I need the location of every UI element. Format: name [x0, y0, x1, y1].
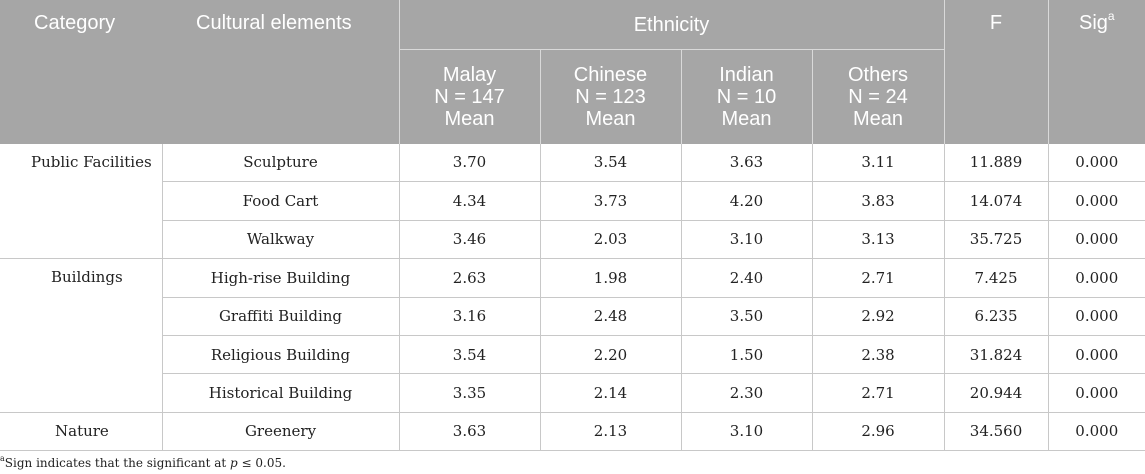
table-row: Historical Building 3.35 2.14 2.30 2.71 …: [0, 373, 1145, 413]
group-stat: Mean: [444, 107, 495, 130]
table-row: Food Cart 4.34 3.73 4.20 3.83 14.074 0.0…: [0, 181, 1145, 221]
malay-mean-cell: 3.70: [398, 143, 540, 183]
element-cell: Graffiti Building: [161, 297, 399, 336]
table-row: Public Facilities Sculpture 3.70 3.54 3.…: [0, 143, 1145, 260]
element-cell: Greenery: [161, 412, 399, 452]
footnote-superscript: a: [0, 454, 5, 463]
others-mean-cell: 2.71: [811, 373, 945, 413]
group-name: Malay: [442, 63, 497, 86]
group-n: N = 147: [434, 85, 505, 108]
sig-cell: 0.000: [1047, 373, 1145, 413]
group-name: Indian: [719, 63, 774, 86]
sig-cell: 0.000: [1047, 297, 1145, 336]
chinese-mean-cell: 3.54: [539, 143, 681, 183]
sig-cell: 0.000: [1047, 181, 1145, 221]
group-name: Chinese: [573, 63, 648, 86]
footnote-text-after: ≤ 0.05.: [237, 456, 286, 470]
malay-mean-cell: 3.54: [398, 335, 540, 375]
group-name: Others: [848, 63, 909, 86]
others-mean-cell: 2.96: [811, 412, 945, 452]
table-footnote: aSign indicates that the significant at …: [0, 454, 286, 471]
indian-mean-cell: 3.50: [680, 297, 812, 336]
indian-mean-cell: 2.40: [680, 258, 812, 298]
sig-cell: 0.000: [1047, 220, 1145, 260]
table-body: Public Facilities Sculpture 3.70 3.54 3.…: [0, 143, 1145, 452]
chinese-mean-cell: 2.03: [539, 220, 681, 260]
chinese-mean-cell: 1.98: [539, 258, 681, 298]
table-row: Walkway 3.46 2.03 3.10 3.13 35.725 0.000: [0, 220, 1145, 260]
malay-mean-cell: 3.35: [398, 373, 540, 413]
sig-cell: 0.000: [1047, 258, 1145, 298]
f-cell: 35.725: [943, 220, 1049, 260]
group-stat: Mean: [853, 107, 904, 130]
f-cell: 11.889: [943, 143, 1049, 183]
table-row: Religious Building 3.54 2.20 1.50 2.38 3…: [0, 335, 1145, 375]
others-mean-cell: 3.13: [811, 220, 945, 260]
f-cell: 14.074: [943, 181, 1049, 221]
element-cell: High-rise Building: [161, 258, 399, 298]
others-mean-cell: 3.11: [811, 143, 945, 183]
f-cell: 6.235: [943, 297, 1049, 336]
header-sig: Siga: [1047, 0, 1145, 144]
f-cell: 7.425: [943, 258, 1049, 298]
others-mean-cell: 2.38: [811, 335, 945, 375]
sig-cell: 0.000: [1047, 412, 1145, 452]
element-cell: Food Cart: [161, 181, 399, 221]
chinese-mean-cell: 2.13: [539, 412, 681, 452]
group-n: N = 10: [716, 85, 777, 108]
indian-mean-cell: 3.10: [680, 412, 812, 452]
table-row: Nature Greenery 3.63 2.13 3.10 2.96 34.5…: [0, 412, 1145, 452]
malay-mean-cell: 3.46: [398, 220, 540, 260]
element-cell: Historical Building: [161, 373, 399, 413]
header-cultural-elements: Cultural elements: [162, 0, 399, 144]
footnote-italic-p: p: [230, 456, 238, 470]
indian-mean-cell: 1.50: [680, 335, 812, 375]
sig-cell: 0.000: [1047, 143, 1145, 183]
category-buildings: Buildings: [0, 258, 162, 413]
table-row: Graffiti Building 3.16 2.48 3.50 2.92 6.…: [0, 297, 1145, 336]
others-mean-cell: 2.92: [811, 297, 945, 336]
table-row: Buildings High-rise Building 2.63 1.98 2…: [0, 258, 1145, 413]
category-public-facilities: Public Facilities: [0, 143, 162, 260]
table-header: Category Cultural elements Ethnicity F S…: [0, 0, 1145, 144]
group-stat: Mean: [585, 107, 636, 130]
footnote-text-before: Sign indicates that the significant at: [4, 456, 231, 470]
results-table: Category Cultural elements Ethnicity F S…: [0, 0, 1145, 452]
chinese-mean-cell: 2.48: [539, 297, 681, 336]
header-sig-label: Sig: [1078, 12, 1108, 34]
chinese-mean-cell: 3.73: [539, 181, 681, 221]
header-group-chinese: Chinese N = 123 Mean: [539, 49, 681, 144]
header-ethnicity: Ethnicity: [398, 0, 945, 50]
f-cell: 31.824: [943, 335, 1049, 375]
header-group-malay: Malay N = 147 Mean: [398, 49, 540, 144]
header-sig-superscript: a: [1107, 9, 1115, 24]
indian-mean-cell: 3.63: [680, 143, 812, 183]
malay-mean-cell: 2.63: [398, 258, 540, 298]
chinese-mean-cell: 2.14: [539, 373, 681, 413]
indian-mean-cell: 4.20: [680, 181, 812, 221]
group-n: N = 123: [575, 85, 646, 108]
others-mean-cell: 3.83: [811, 181, 945, 221]
indian-mean-cell: 2.30: [680, 373, 812, 413]
f-cell: 20.944: [943, 373, 1049, 413]
header-f: F: [943, 0, 1049, 144]
header-group-others: Others N = 24 Mean: [811, 49, 945, 144]
element-cell: Religious Building: [161, 335, 399, 375]
header-category: Category: [0, 0, 162, 144]
group-n: N = 24: [848, 85, 908, 108]
sig-cell: 0.000: [1047, 335, 1145, 375]
element-cell: Sculpture: [161, 143, 399, 183]
group-stat: Mean: [721, 107, 772, 130]
chinese-mean-cell: 2.20: [539, 335, 681, 375]
malay-mean-cell: 3.63: [398, 412, 540, 452]
category-nature: Nature: [0, 412, 162, 452]
f-cell: 34.560: [943, 412, 1049, 452]
others-mean-cell: 2.71: [811, 258, 945, 298]
malay-mean-cell: 3.16: [398, 297, 540, 336]
indian-mean-cell: 3.10: [680, 220, 812, 260]
malay-mean-cell: 4.34: [398, 181, 540, 221]
element-cell: Walkway: [161, 220, 399, 260]
header-group-indian: Indian N = 10 Mean: [680, 49, 812, 144]
